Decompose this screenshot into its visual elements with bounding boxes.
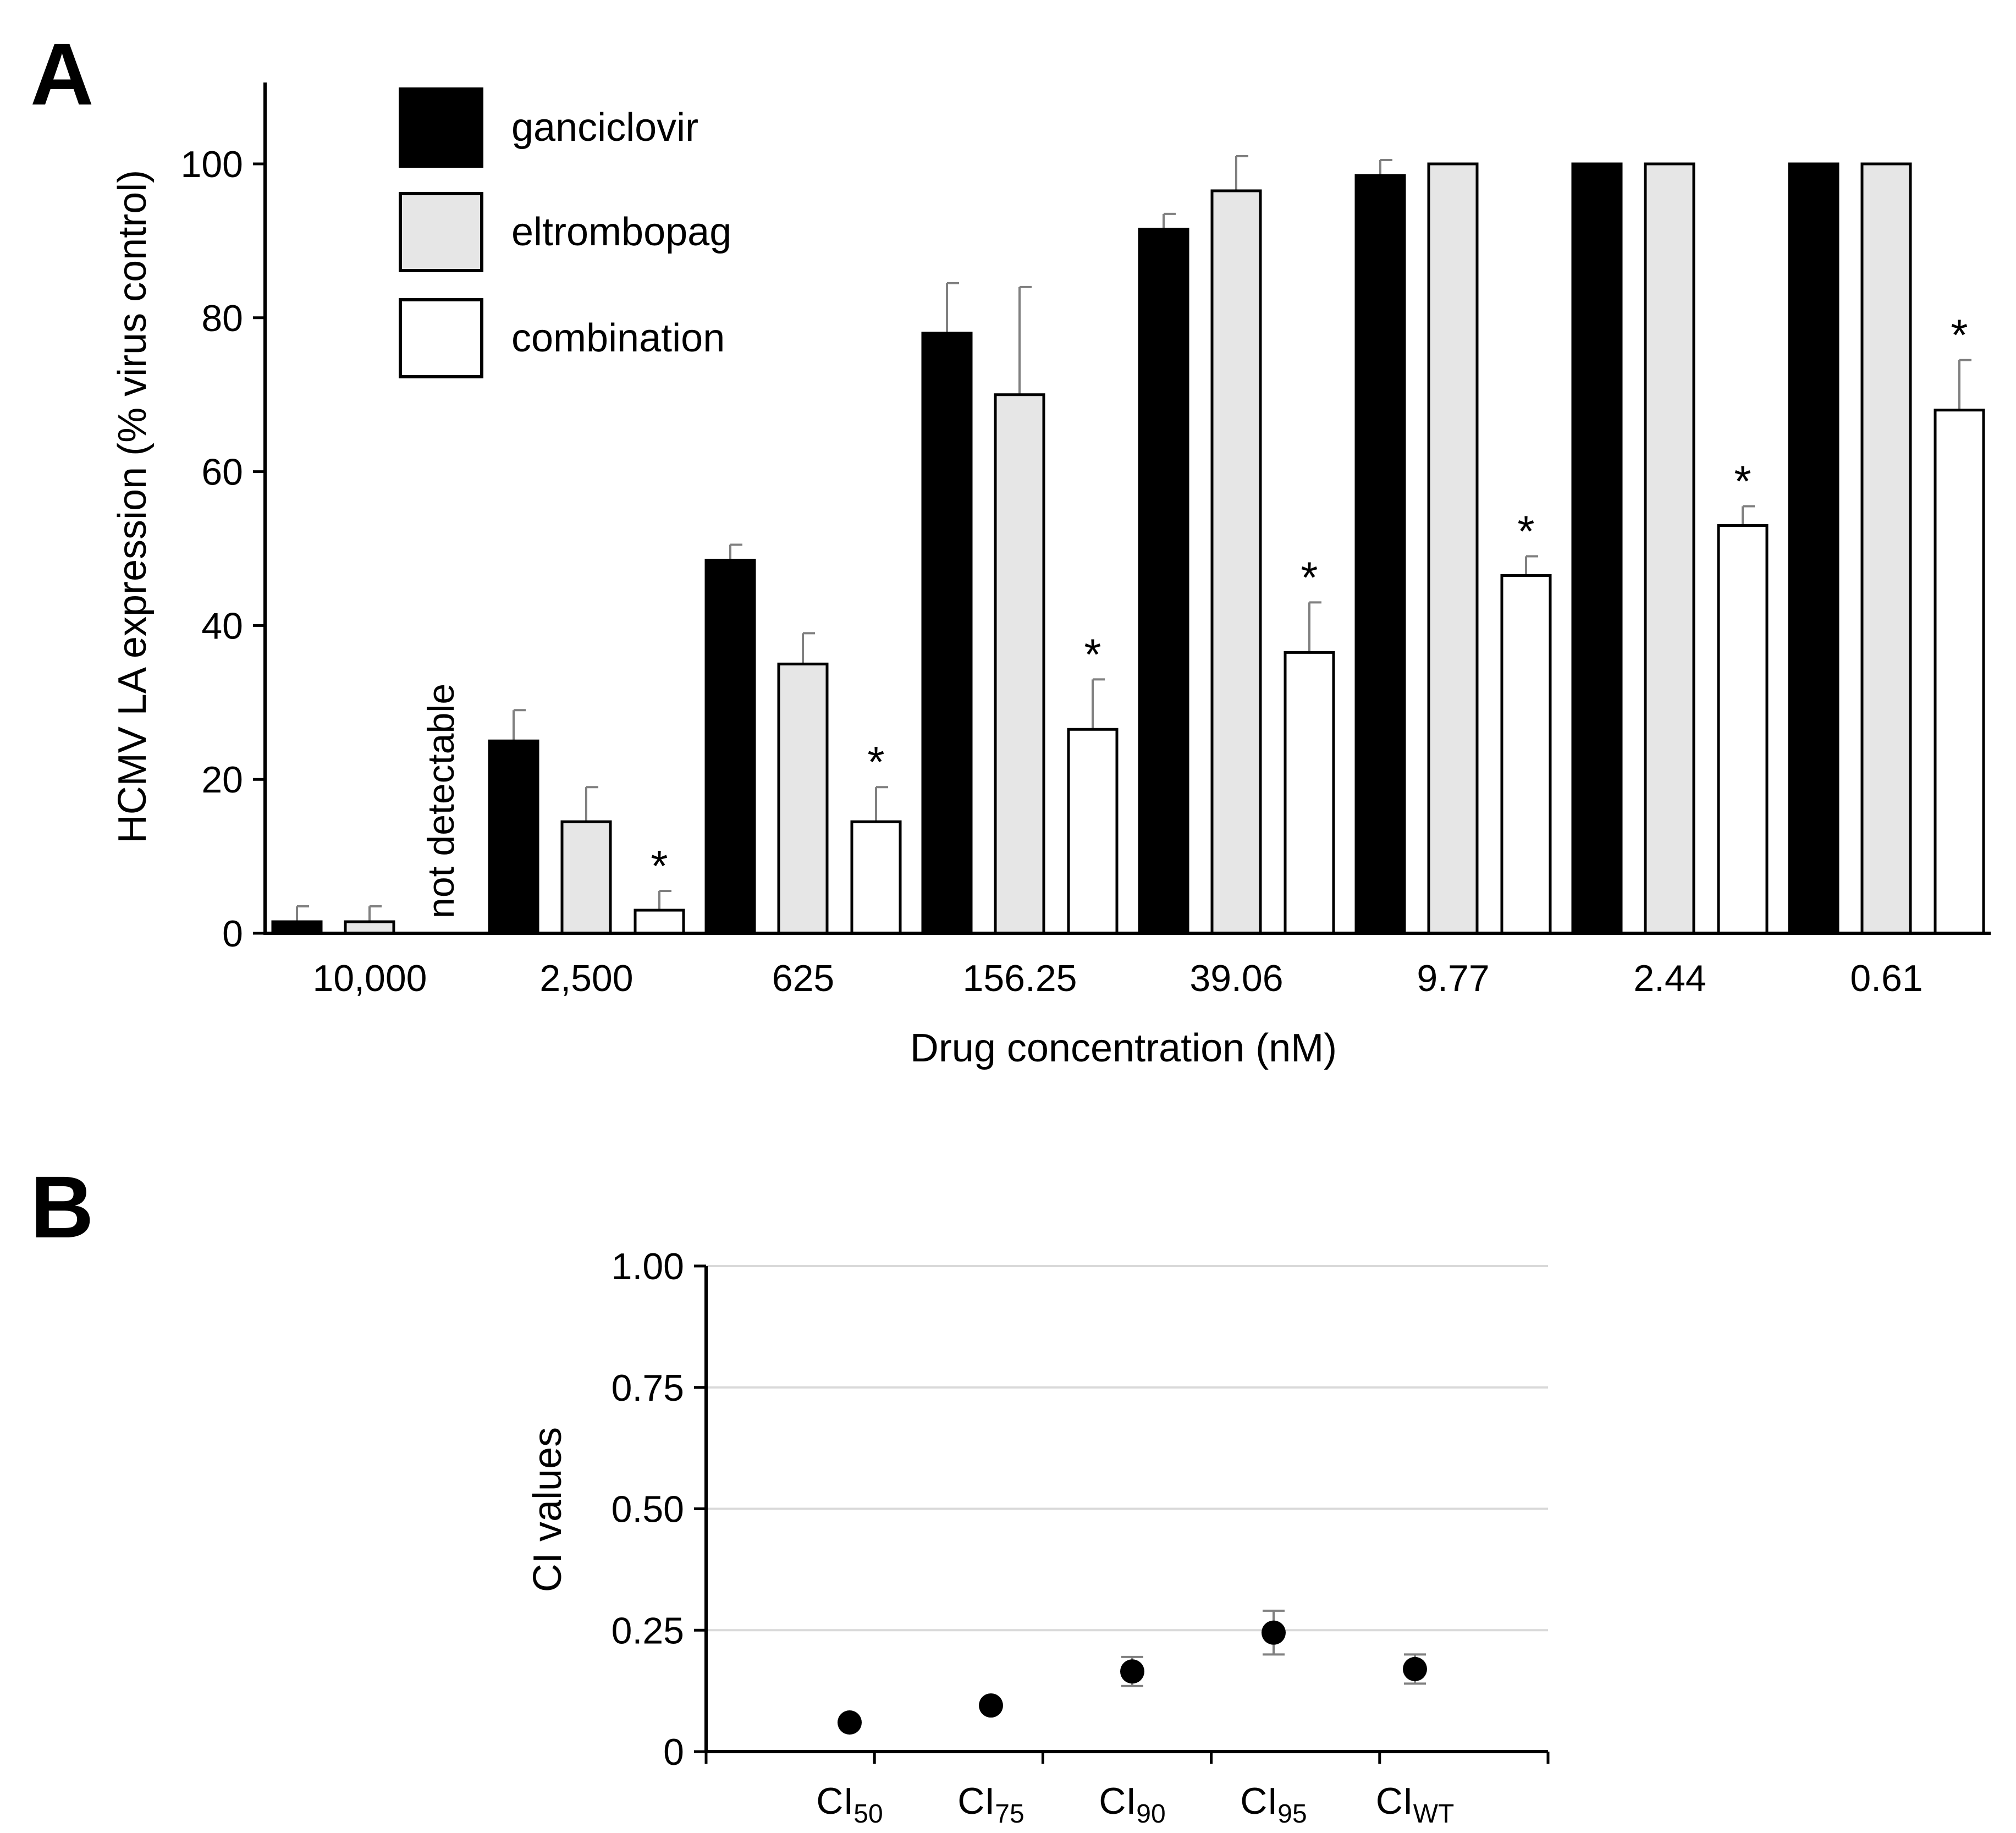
b-x-tick-label-ci-75: CI75 [957, 1780, 1024, 1829]
significance-star-156-25: * [1084, 630, 1101, 679]
a-x-tick-label-39-06: 39.06 [1189, 957, 1283, 999]
b-y-tick-label-0: 0 [663, 1731, 684, 1773]
legend-label-ganciclovir: ganciclovir [511, 106, 698, 150]
point-ci-95 [1262, 1620, 1286, 1645]
a-y-tick-label-0: 0 [222, 913, 243, 955]
bar-ganciclovir-9-77 [1354, 174, 1406, 935]
bar-combination-9-77 [1500, 574, 1552, 935]
significance-star-0-61: * [1951, 311, 1968, 360]
b-x-tick-label-ci-90: CI90 [1099, 1780, 1165, 1829]
a-y-tick-label-100: 100 [181, 144, 243, 185]
ci-50-label-subscript: 50 [853, 1799, 883, 1829]
panel-a-bar-chart: A * * * * * * * not detectable 0 20 40 60 80 100 10,0… [30, 25, 1991, 1070]
point-ci-90 [1120, 1659, 1144, 1684]
bar-combination-2-500 [634, 909, 685, 935]
a-x-tick-label-0-61: 0.61 [1850, 957, 1923, 999]
bar-combination-39-06 [1284, 651, 1335, 935]
bar-ganciclovir-625 [704, 558, 756, 935]
a-x-tick-label-9-77: 9.77 [1417, 957, 1489, 999]
panel-a-bars: * * * * * * * not detectable [271, 155, 1985, 935]
a-x-tick-label-10-000: 10,000 [313, 957, 427, 999]
b-y-tick-label-0-50: 0.50 [612, 1489, 684, 1531]
legend-swatch-combination [399, 298, 483, 378]
bar-ganciclovir-39-06 [1138, 228, 1189, 935]
a-x-tick-label-2-500: 2,500 [539, 957, 633, 999]
bar-ganciclovir-10-000 [271, 920, 323, 935]
b-x-tick-label-ci-95: CI95 [1240, 1780, 1307, 1829]
significance-star-2-500: * [651, 841, 668, 890]
b-x-tick-label-ci-wt: CIWT [1376, 1780, 1455, 1829]
bar-eltrombopag-2-500 [560, 820, 612, 935]
point-ci-50 [838, 1710, 862, 1735]
significance-star-9-77: * [1517, 507, 1534, 555]
bar-eltrombopag-39-06 [1210, 189, 1262, 935]
a-y-tick-label-60: 60 [201, 452, 243, 493]
bar-combination-625 [850, 820, 902, 935]
ci-50-label-base: CI [816, 1780, 853, 1822]
not-detectable-label: not detectable [420, 684, 462, 918]
bar-ganciclovir-0-61 [1788, 162, 1839, 935]
bar-eltrombopag-156-25 [994, 393, 1045, 935]
a-x-tick-label-156-25: 156.25 [963, 957, 1077, 999]
bar-combination-0-61 [1934, 409, 1985, 935]
significance-star-625: * [867, 737, 884, 786]
panel-b-points [838, 1609, 1427, 1735]
panel-a-letter: A [30, 25, 94, 123]
legend-label-eltrombopag: eltrombopag [511, 210, 731, 254]
legend-swatch-ganciclovir [399, 87, 483, 168]
bar-ganciclovir-156-25 [921, 332, 973, 935]
ci-90-label-base: CI [1099, 1780, 1136, 1822]
ci-wt-label-subscript: WT [1413, 1799, 1455, 1829]
b-y-tick-label-1-00: 1.00 [612, 1246, 684, 1287]
ci-wt-label-base: CI [1376, 1780, 1413, 1822]
point-ci-75 [979, 1693, 1003, 1718]
ci-90-label-subscript: 90 [1136, 1799, 1165, 1829]
ci-95-label-subscript: 95 [1277, 1799, 1307, 1829]
panel-a-axes: 0 20 40 60 80 100 10,000 2,500 625 156.25 39.06 9.7… [111, 82, 1991, 1070]
point-ci-wt [1403, 1656, 1427, 1681]
bar-eltrombopag-2-44 [1644, 162, 1695, 935]
legend-swatch-eltrombopag [399, 192, 483, 272]
b-y-tick-label-0-25: 0.25 [612, 1610, 684, 1652]
legend-label-combination: combination [511, 316, 725, 360]
bar-eltrombopag-9-77 [1427, 162, 1479, 935]
bar-eltrombopag-10-000 [344, 920, 395, 935]
a-x-tick-label-2-44: 2.44 [1633, 957, 1706, 999]
bar-combination-2-44 [1717, 524, 1769, 935]
ci-95-label-base: CI [1240, 1780, 1277, 1822]
a-x-tick-label-625: 625 [772, 957, 834, 999]
b-y-tick-label-0-75: 0.75 [612, 1367, 684, 1409]
bar-eltrombopag-625 [777, 662, 829, 935]
a-y-tick-label-20: 20 [201, 759, 243, 801]
ci-75-label-base: CI [957, 1780, 995, 1822]
bar-eltrombopag-0-61 [1860, 162, 1912, 935]
significance-star-39-06: * [1301, 553, 1318, 602]
b-y-axis-title: CI values [526, 1427, 570, 1592]
a-y-axis-title: HCMV LA expression (% virus control) [111, 170, 155, 843]
a-x-axis-title: Drug concentration (nM) [910, 1026, 1337, 1070]
panel-b-gridlines [706, 1265, 1548, 1632]
bar-ganciclovir-2-500 [488, 739, 539, 935]
bar-combination-156-25 [1067, 728, 1119, 935]
a-y-tick-label-80: 80 [201, 298, 243, 339]
a-y-tick-label-40: 40 [201, 605, 243, 647]
bar-ganciclovir-2-44 [1571, 162, 1623, 935]
significance-star-2-44: * [1734, 457, 1751, 506]
panel-a-legend: ganciclovir eltrombopag combination [399, 87, 731, 378]
ci-75-label-subscript: 75 [995, 1799, 1024, 1829]
panel-b-letter: B [30, 1158, 94, 1256]
b-x-tick-label-ci-50: CI50 [816, 1780, 883, 1829]
